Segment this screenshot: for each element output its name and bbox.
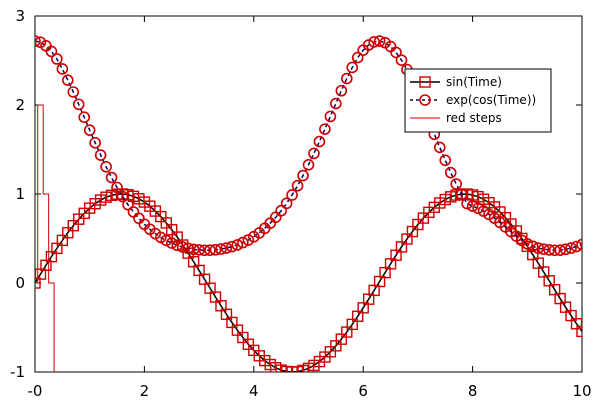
legend-swatch-circle [419, 94, 431, 106]
series-marker-circle [193, 244, 205, 256]
series-marker-circle [51, 53, 63, 65]
series-line [35, 40, 582, 252]
series-marker-circle [62, 74, 74, 86]
series-marker-circle [466, 200, 479, 212]
series-marker-circle [368, 36, 380, 48]
series-marker-circle [122, 198, 134, 211]
series-marker-circle [291, 179, 304, 192]
series-marker-square [269, 362, 282, 372]
legend: sin(Time) exp(cos(Time)) red steps [404, 68, 552, 133]
y-tick-label: 0 [15, 274, 25, 292]
series-marker-circle [444, 166, 457, 179]
series-marker-circle [570, 240, 582, 253]
series-marker-circle [280, 197, 293, 210]
legend-swatch-square [419, 76, 431, 88]
series-marker-square [576, 325, 582, 338]
series-marker-circle [182, 242, 194, 255]
series-marker-circle [231, 239, 244, 251]
series-marker-circle [111, 181, 123, 194]
series-marker-circle [330, 97, 342, 110]
series-marker-circle [472, 202, 484, 215]
series-marker-circle [105, 171, 118, 184]
series-marker-circle [335, 84, 348, 97]
series-marker-circle [160, 234, 173, 247]
x-tick-label: 6 [358, 382, 368, 400]
series-marker-circle [565, 242, 577, 254]
x-tick-label: 4 [249, 382, 259, 400]
series-marker-circle [67, 86, 80, 98]
series-marker-circle [390, 46, 402, 59]
series-marker-circle [155, 231, 167, 244]
series-marker-circle [559, 243, 572, 256]
series-marker-circle [450, 178, 462, 190]
series-marker-circle [537, 243, 550, 255]
series-marker-circle [302, 159, 315, 171]
series-marker-circle [308, 147, 320, 160]
series-marker-circle [56, 63, 69, 75]
series-marker-circle [100, 160, 112, 173]
series-marker-circle [439, 154, 452, 167]
series-marker-circle [237, 236, 249, 249]
series-marker-circle [209, 244, 222, 256]
series-2-group [35, 104, 55, 372]
series-marker-circle [346, 61, 359, 74]
series-marker-circle [313, 135, 326, 148]
series-marker-circle [45, 45, 58, 58]
series-marker-circle [548, 244, 561, 257]
series-marker-square [275, 364, 287, 372]
series-marker-circle [275, 204, 287, 217]
series-marker-circle [521, 238, 534, 250]
series-marker-circle [324, 110, 337, 123]
series-marker-circle [554, 244, 566, 256]
y-tick-label: 1 [15, 185, 25, 203]
series-marker-circle [455, 188, 468, 201]
series-marker-circle [83, 124, 96, 136]
series-marker-circle [215, 243, 227, 255]
x-tick-label: 10 [572, 382, 591, 400]
series-marker-circle [187, 243, 200, 256]
series-marker-circle [286, 189, 298, 201]
series-marker-circle [532, 242, 545, 254]
series-marker-circle [89, 137, 101, 149]
x-tick-label: 2 [140, 382, 150, 400]
series-marker-circle [35, 35, 41, 47]
series-marker-circle [395, 54, 408, 66]
series-marker-circle [116, 190, 129, 203]
series-layer [35, 35, 582, 372]
axis-ticks: -0 2 4 6 8 10 -1 0 1 2 3 [10, 7, 592, 400]
y-tick-label: 2 [15, 96, 25, 114]
series-marker-circle [94, 149, 107, 161]
series-marker-circle [198, 244, 211, 257]
series-marker-circle [576, 238, 582, 251]
x-tick-label: 8 [468, 382, 478, 400]
x-tick-label: -0 [28, 382, 43, 400]
series-1-group [35, 35, 582, 257]
series-marker-circle [171, 239, 184, 252]
legend-label: sin(Time) [446, 75, 502, 89]
series-marker-circle [297, 169, 309, 182]
legend-label: red steps [446, 111, 502, 125]
series-marker-circle [176, 241, 189, 253]
series-marker-circle [220, 242, 233, 254]
series-marker-circle [373, 35, 386, 47]
series-0-group [35, 188, 582, 372]
series-marker-circle [340, 72, 353, 85]
legend-label: exp(cos(Time)) [446, 93, 536, 107]
series-marker-square [35, 277, 41, 289]
series-marker-circle [543, 244, 555, 256]
series-marker-circle [78, 111, 91, 123]
series-marker-circle [461, 197, 473, 210]
y-tick-label: 3 [15, 7, 25, 25]
series-marker-circle [319, 123, 331, 135]
series-marker-circle [351, 51, 364, 64]
y-tick-label: -1 [10, 363, 25, 381]
series-steps-line [35, 104, 55, 372]
series-marker-circle [165, 237, 178, 249]
series-marker-circle [72, 98, 85, 111]
series-marker-circle [204, 244, 216, 256]
series-marker-circle [526, 240, 539, 253]
series-marker-circle [433, 141, 446, 154]
series-marker-circle [226, 240, 238, 253]
